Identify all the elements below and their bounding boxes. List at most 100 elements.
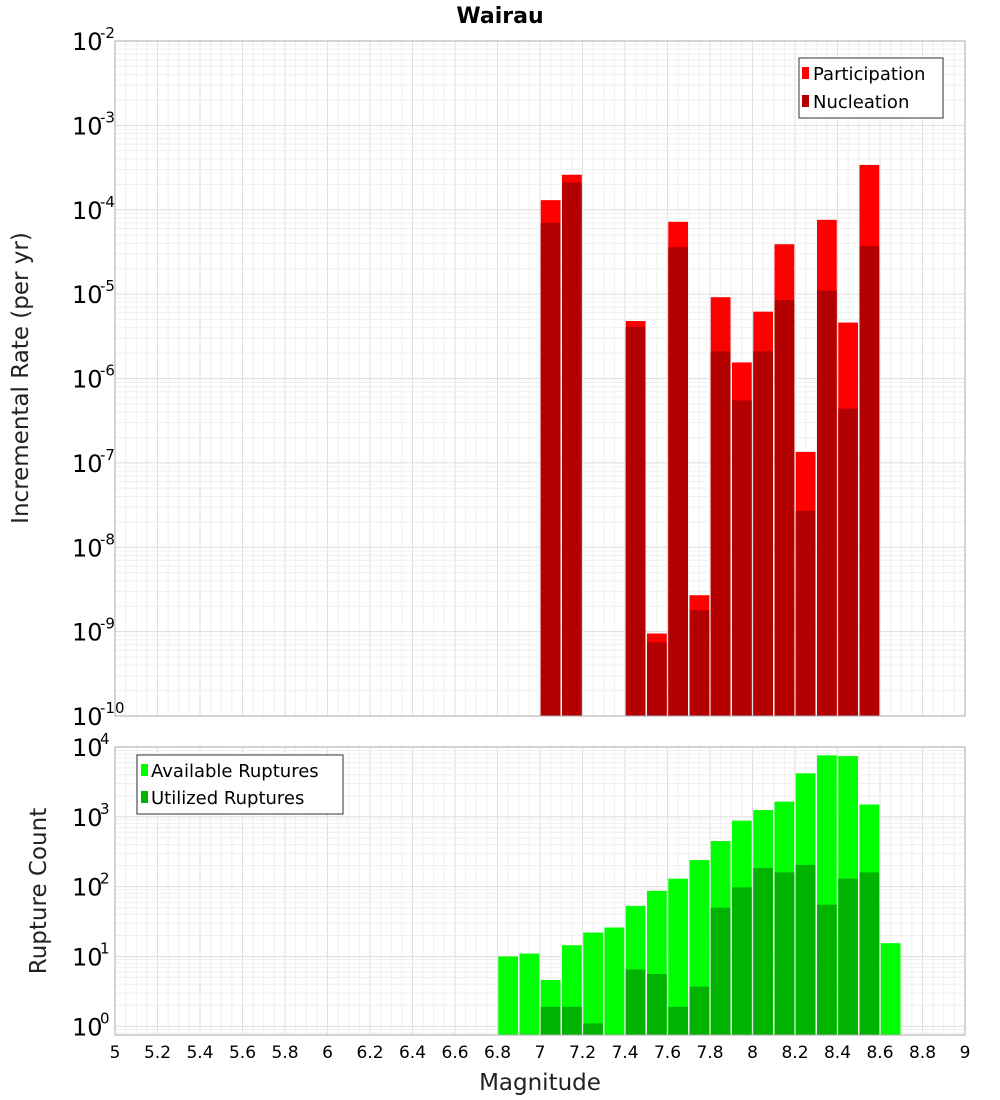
count-utilized-ruptures-bar xyxy=(689,986,710,1035)
nucleation-legend-swatch xyxy=(802,95,809,107)
x-tick-label: 5 xyxy=(110,1043,121,1063)
rate-y-tick: 10-2 xyxy=(72,24,115,56)
x-tick-label: 8.6 xyxy=(866,1043,893,1063)
participation-legend-swatch xyxy=(802,67,809,79)
rate-y-tick: 10-8 xyxy=(72,530,115,562)
count-y-tick-base: 10 xyxy=(72,1013,103,1041)
rate-y-tick-exponent: -6 xyxy=(100,362,115,380)
rate-nucleation-bar xyxy=(540,222,561,716)
count-y-axis-label: Rupture Count xyxy=(26,808,52,974)
rate-nucleation-bar xyxy=(562,182,582,716)
count-y-tick-base: 10 xyxy=(72,874,103,902)
count-utilized-ruptures-bar xyxy=(817,904,837,1035)
rate-nucleation-bar xyxy=(795,510,816,716)
x-tick-label: 5.4 xyxy=(186,1043,213,1063)
rate-y-tick: 10-4 xyxy=(72,193,115,225)
count-utilized-ruptures-bar xyxy=(625,969,646,1035)
rate-y-tick: 10-5 xyxy=(72,277,115,309)
rate-nucleation-bar xyxy=(647,642,667,716)
participation-legend-label: Participation xyxy=(813,64,925,85)
rate-y-tick-exponent: -5 xyxy=(100,277,115,295)
count-utilized-ruptures-bar xyxy=(540,1006,561,1035)
x-tick-label: 8.8 xyxy=(909,1043,936,1063)
count-utilized-ruptures-bar xyxy=(647,974,667,1035)
rate-nucleation-bar xyxy=(710,351,731,716)
x-tick-label: 6.4 xyxy=(399,1043,426,1063)
rate-gridlines xyxy=(114,40,966,717)
count-y-tick-base: 10 xyxy=(72,804,103,832)
available-legend-swatch xyxy=(141,764,148,776)
rate-nucleation-bar xyxy=(817,290,837,716)
rate-legend-box xyxy=(798,57,944,119)
x-tick-label: 7.6 xyxy=(654,1043,681,1063)
count-available-ruptures-bar xyxy=(604,927,625,1035)
x-tick-label: 7.4 xyxy=(611,1043,638,1063)
count-available-ruptures-bar xyxy=(880,943,901,1035)
rate-y-tick: 10-9 xyxy=(72,615,115,647)
rate-nucleation-bar xyxy=(774,300,795,716)
count-bars xyxy=(498,755,901,1035)
rate-nucleation-bar xyxy=(732,400,752,716)
rate-y-tick-exponent: -9 xyxy=(100,615,115,633)
count-y-tick-exponent: 3 xyxy=(100,800,110,818)
rate-y-tick-base: 10 xyxy=(72,28,103,56)
rate-y-tick-labels: 10-210-310-410-510-610-710-810-910-10 xyxy=(72,24,125,731)
x-tick-label: 9 xyxy=(960,1043,971,1063)
count-utilized-ruptures-bar xyxy=(732,887,752,1035)
rate-plot-border xyxy=(114,40,966,717)
chart-title: Wairau xyxy=(456,4,543,29)
x-tick-label: 5.8 xyxy=(271,1043,298,1063)
rate-legend: Participation Nucleation xyxy=(798,57,944,119)
rate-y-tick-base: 10 xyxy=(72,281,103,309)
rate-y-tick: 10-7 xyxy=(72,446,115,478)
x-tick-label: 8 xyxy=(747,1043,758,1063)
rate-nucleation-bar xyxy=(668,247,688,716)
count-legend: Available Ruptures Utilized Ruptures xyxy=(136,754,344,815)
x-tick-label: 5.6 xyxy=(229,1043,256,1063)
x-tick-label: 6.8 xyxy=(484,1043,511,1063)
rate-y-tick-exponent: -2 xyxy=(100,24,115,42)
x-tick-label: 8.4 xyxy=(824,1043,851,1063)
utilized-legend-label: Utilized Ruptures xyxy=(151,788,304,809)
rate-y-tick-exponent: -4 xyxy=(100,193,115,211)
rate-y-tick-base: 10 xyxy=(72,703,103,731)
count-y-tick-exponent: 4 xyxy=(100,730,110,748)
rate-y-tick: 10-3 xyxy=(72,108,115,140)
rate-nucleation-bar xyxy=(753,351,773,716)
rate-y-axis-label: Incremental Rate (per yr) xyxy=(8,232,34,524)
rate-y-tick: 10-10 xyxy=(72,699,125,731)
count-utilized-ruptures-bar xyxy=(838,878,858,1035)
x-tick-label: 7.8 xyxy=(696,1043,723,1063)
rate-y-tick-base: 10 xyxy=(72,366,103,394)
count-y-tick-exponent: 2 xyxy=(100,870,110,888)
rate-nucleation-bar xyxy=(859,246,880,716)
count-y-tick-base: 10 xyxy=(72,943,103,971)
count-y-tick: 101 xyxy=(72,939,110,971)
count-utilized-ruptures-bar xyxy=(753,867,773,1035)
rate-nucleation-bar xyxy=(625,326,646,716)
count-utilized-ruptures-bar xyxy=(583,1023,603,1035)
count-plot-border xyxy=(114,746,966,1036)
rate-y-tick-base: 10 xyxy=(72,619,103,647)
x-axis-label: Magnitude xyxy=(479,1070,601,1096)
count-available-ruptures-bar xyxy=(583,932,603,1035)
rate-y-tick-exponent: -3 xyxy=(100,108,115,126)
x-tick-label: 7.2 xyxy=(569,1043,596,1063)
x-tick-label: 6.2 xyxy=(356,1043,383,1063)
count-y-tick-exponent: 0 xyxy=(100,1009,110,1027)
nucleation-legend-label: Nucleation xyxy=(813,92,909,113)
x-tick-label: 6 xyxy=(322,1043,333,1063)
rate-y-tick-base: 10 xyxy=(72,534,103,562)
x-tick-label: 5.2 xyxy=(144,1043,171,1063)
count-y-tick: 100 xyxy=(72,1009,110,1041)
rate-y-tick-base: 10 xyxy=(72,450,103,478)
count-utilized-ruptures-bar xyxy=(668,1006,688,1035)
x-tick-label: 6.6 xyxy=(441,1043,468,1063)
rate-y-tick: 10-6 xyxy=(72,362,115,394)
rate-y-tick-base: 10 xyxy=(72,197,103,225)
count-utilized-ruptures-bar xyxy=(795,864,816,1035)
rate-y-tick-base: 10 xyxy=(72,112,103,140)
